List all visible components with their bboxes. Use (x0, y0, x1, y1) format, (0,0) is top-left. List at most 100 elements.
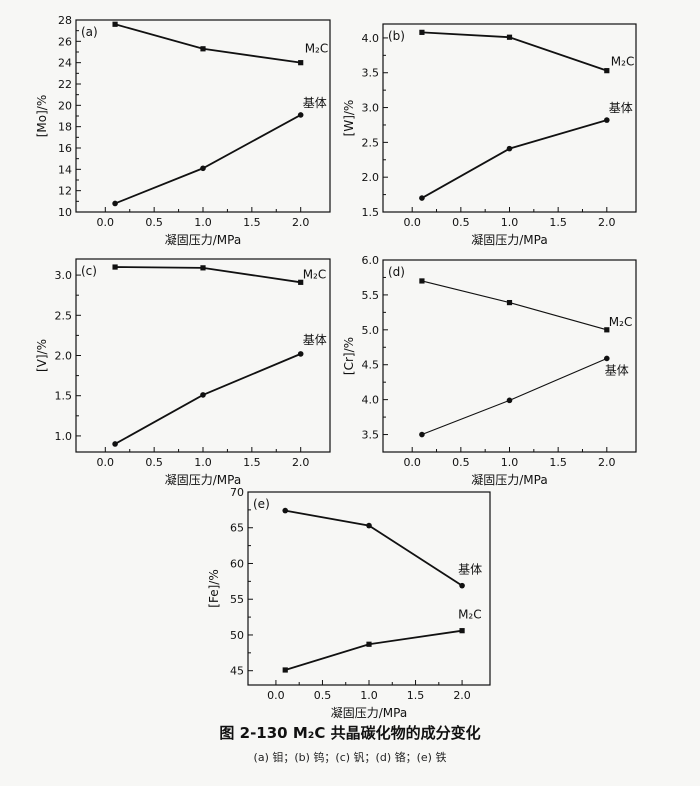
y-tick-label: 20 (58, 99, 72, 112)
y-tick-label: 1.5 (362, 206, 380, 219)
chart-panel-a: 0.0 0.5 1.0 1.5 2.0 10 12 14 16 18 20 22 24 26 28 凝固压力/… (35, 14, 331, 247)
data-point-circle (200, 392, 206, 398)
series-label: 基体 (303, 333, 327, 347)
chart-panel-e: 0.0 0.5 1.0 1.5 2.0 45 50 55 60 65 70 凝固压力/MPa [Fe]/… (207, 486, 491, 720)
data-point-square (112, 264, 118, 270)
x-tick-label: 1.0 (194, 216, 212, 229)
y-axis-label: [V]/% (35, 339, 49, 372)
x-tick-label: 0.0 (97, 216, 115, 229)
data-point-circle (200, 165, 206, 172)
y-tick-label: 4.0 (362, 394, 380, 407)
y-axis-label: [Fe]/% (207, 569, 221, 607)
data-point-circle (366, 522, 372, 529)
data-point-circle (604, 355, 610, 362)
x-tick-label: 2.0 (292, 456, 310, 469)
series-line (285, 509, 463, 587)
series-label: 基体 (605, 363, 629, 377)
x-tick-label: 0.5 (145, 456, 163, 469)
y-tick-label: 70 (230, 486, 244, 499)
series-line (421, 280, 607, 331)
x-tick-label: 1.0 (501, 456, 519, 469)
x-tick-label: 2.0 (598, 216, 616, 229)
x-tick-label: 0.0 (267, 689, 285, 702)
x-tick-label: 1.0 (194, 456, 212, 469)
panel-label: (a) (81, 25, 98, 39)
x-axis-label: 凝固压力/MPa (471, 472, 547, 487)
y-tick-label: 4.0 (362, 32, 380, 45)
x-tick-label: 2.0 (598, 456, 616, 469)
series-label: M₂C (609, 315, 633, 329)
plot-frame (75, 258, 331, 453)
y-tick-label: 6.0 (362, 254, 380, 267)
data-point-circle (112, 200, 118, 207)
y-tick-label: 26 (58, 35, 72, 48)
data-point-square (282, 667, 288, 673)
x-tick-label: 2.0 (453, 689, 471, 702)
y-tick-label: 1.5 (55, 390, 73, 403)
y-tick-label: 10 (58, 206, 72, 219)
y-tick-label: 60 (230, 557, 244, 570)
x-tick-label: 0.0 (403, 216, 421, 229)
series-label: M₂C (458, 608, 482, 622)
y-tick-label: 24 (58, 57, 72, 70)
series-line (114, 114, 302, 205)
data-point-square (459, 628, 465, 634)
x-tick-label: 1.0 (360, 689, 378, 702)
data-point-circle (112, 441, 118, 447)
data-point-circle (419, 431, 425, 438)
data-point-circle (282, 507, 289, 514)
y-tick-label: 14 (58, 163, 72, 176)
plot-frame (382, 259, 637, 453)
y-tick-label: 4.5 (362, 359, 380, 372)
y-axis-label: [Mo]/% (35, 95, 49, 138)
data-point-square (506, 34, 513, 40)
x-tick-label: 1.5 (549, 456, 567, 469)
data-point-circle (459, 582, 465, 589)
y-tick-label: 3.5 (362, 429, 380, 442)
y-tick-label: 5.5 (362, 289, 380, 302)
x-axis-label: 凝固压力/MPa (471, 232, 547, 247)
x-tick-label: 1.5 (243, 216, 261, 229)
y-tick-label: 2.5 (362, 136, 380, 149)
y-tick-label: 2.5 (55, 309, 73, 322)
data-point-circle (506, 145, 513, 152)
figure-caption-subtitle: (a) 钼；(b) 钨；(c) 钒；(d) 铬；(e) 铁 (253, 751, 447, 764)
x-axis-label: 凝固压力/MPa (331, 705, 407, 720)
data-point-square (604, 68, 610, 74)
x-tick-label: 1.5 (549, 216, 567, 229)
y-tick-label: 50 (230, 629, 244, 642)
data-point-square (112, 21, 118, 27)
series-line (114, 23, 301, 64)
chart-panel-d: 0.0 0.5 1.0 1.5 2.0 3.5 4.0 4.5 5.0 5.5 6.0 凝固压力/MP… (342, 254, 637, 487)
data-point-square (366, 641, 372, 647)
chart-panel-c: 0.0 0.5 1.0 1.5 2.0 1.0 1.5 2.0 2.5 3.0 凝固压力/MPa [V… (35, 258, 331, 487)
series-label: M₂C (305, 42, 329, 56)
y-tick-label: 3.5 (362, 67, 380, 80)
series-line (421, 119, 608, 199)
y-axis-label: [Cr]/% (342, 337, 356, 375)
x-tick-label: 0.0 (403, 456, 421, 469)
data-point-circle (506, 397, 513, 404)
x-axis-label: 凝固压力/MPa (165, 232, 241, 247)
x-tick-label: 0.5 (314, 689, 332, 702)
series-label: M₂C (303, 267, 327, 281)
series-line (421, 31, 608, 72)
chart-panel-b: 0.0 0.5 1.0 1.5 2.0 1.5 2.0 2.5 3.0 3.5 4.0 凝固压力/MP… (342, 23, 637, 247)
x-tick-label: 2.0 (292, 216, 310, 229)
x-tick-label: 0.0 (97, 456, 115, 469)
x-tick-label: 0.5 (145, 216, 163, 229)
y-tick-label: 28 (58, 14, 72, 27)
x-tick-label: 0.5 (452, 216, 470, 229)
series-label: M₂C (611, 55, 635, 69)
data-point-square (419, 29, 425, 35)
x-axis-label: 凝固压力/MPa (165, 472, 241, 487)
data-point-circle (604, 117, 610, 123)
panel-label: (e) (253, 497, 270, 511)
panel-label: (c) (81, 264, 97, 278)
data-point-square (200, 46, 206, 52)
x-tick-label: 1.0 (501, 216, 519, 229)
x-tick-label: 1.5 (407, 689, 425, 702)
y-tick-label: 2.0 (362, 171, 380, 184)
y-tick-label: 3.0 (55, 269, 73, 282)
